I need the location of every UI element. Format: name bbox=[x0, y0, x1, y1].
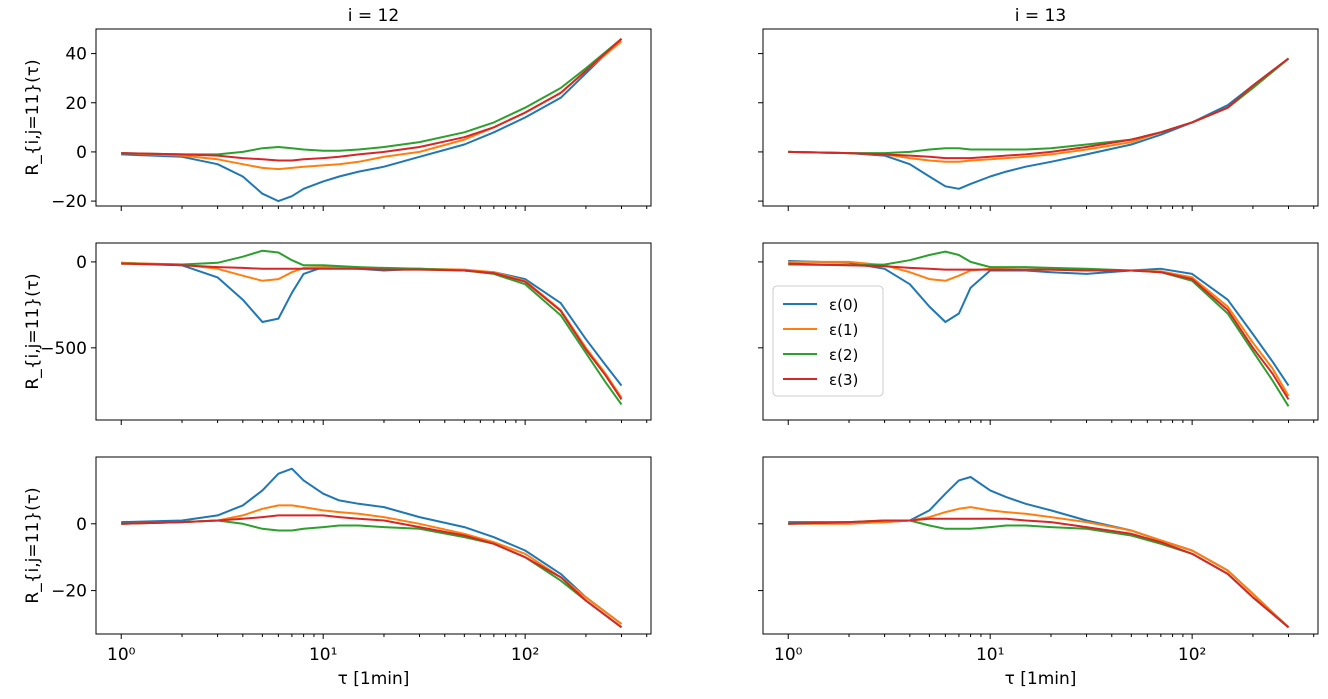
series-line-ε3 bbox=[788, 57, 1290, 160]
x-axis-label: τ [1min] bbox=[1005, 669, 1077, 689]
series-line-ε0 bbox=[788, 57, 1290, 190]
y-tick-label: −20 bbox=[51, 192, 87, 212]
series-line-ε1 bbox=[788, 506, 1290, 629]
legend-label: ε(0) bbox=[829, 296, 858, 314]
y-axis-label: R_{i,j=11}(τ) bbox=[23, 59, 43, 175]
y-tick-label: 0 bbox=[76, 253, 87, 273]
panel-i12-row1: −20 0 20 40 i = 12 R_{i,j=11}(τ) bbox=[23, 6, 652, 212]
y-tick-label: 40 bbox=[65, 45, 87, 65]
series-line-ε2 bbox=[121, 519, 623, 629]
series-line-ε1 bbox=[121, 261, 623, 399]
y-tick-label: −500 bbox=[40, 339, 87, 359]
series-line-ε3 bbox=[788, 262, 1290, 400]
y-axis-label: R_{i,j=11}(τ) bbox=[23, 273, 43, 389]
y-tick-label: 0 bbox=[76, 515, 87, 535]
series-line-ε0 bbox=[121, 38, 623, 203]
axes-frame bbox=[762, 28, 1319, 207]
x-tick-label: 10¹ bbox=[976, 645, 1004, 665]
series-line-ε0 bbox=[121, 467, 623, 625]
panel-title: i = 13 bbox=[1015, 6, 1066, 26]
y-tick-label: 20 bbox=[65, 94, 87, 114]
axes-frame bbox=[95, 456, 652, 635]
axes-frame bbox=[95, 28, 652, 207]
legend-label: ε(3) bbox=[829, 371, 858, 389]
x-axis-label: τ [1min] bbox=[338, 669, 410, 689]
axes-frame bbox=[95, 242, 652, 421]
x-tick-label: 10² bbox=[511, 645, 539, 665]
x-tick-label: 10² bbox=[1178, 645, 1206, 665]
x-tick-label: 10⁰ bbox=[774, 645, 803, 665]
series-line-ε2 bbox=[121, 249, 623, 406]
axes-frame bbox=[762, 456, 1319, 635]
series-line-ε2 bbox=[788, 519, 1290, 629]
series-line-ε2 bbox=[121, 38, 623, 156]
panel-i12-row3: 10⁰ 10¹ 10² 0 −20 τ [1min] R_{i,j=11}(τ) bbox=[23, 456, 652, 689]
legend-label: ε(1) bbox=[829, 321, 858, 339]
panel-i13-row1: i = 13 bbox=[758, 6, 1319, 211]
series-line-ε2 bbox=[788, 57, 1290, 155]
series-line-ε0 bbox=[121, 261, 623, 387]
y-axis-label: R_{i,j=11}(τ) bbox=[23, 487, 43, 603]
y-tick-label: 0 bbox=[76, 143, 87, 163]
series-line-ε3 bbox=[788, 517, 1290, 629]
panel-i13-row2: ε(0) ε(1) ε(2) ε(3) bbox=[758, 242, 1319, 425]
legend-box bbox=[772, 285, 884, 397]
series-line-ε2 bbox=[788, 250, 1290, 407]
series-line-ε0 bbox=[788, 476, 1290, 629]
series-line-ε3 bbox=[121, 262, 623, 400]
legend: ε(0) ε(1) ε(2) ε(3) bbox=[772, 285, 884, 397]
series-line-ε3 bbox=[121, 38, 623, 162]
panel-title: i = 12 bbox=[348, 6, 399, 26]
series-line-ε1 bbox=[121, 504, 623, 625]
legend-label: ε(2) bbox=[829, 346, 858, 364]
panel-i13-row3: 10⁰ 10¹ 10² τ [1min] bbox=[758, 456, 1319, 689]
x-tick-label: 10⁰ bbox=[107, 645, 136, 665]
series-line-ε1 bbox=[788, 57, 1290, 163]
axes-frame bbox=[762, 242, 1319, 421]
x-tick-label: 10¹ bbox=[309, 645, 337, 665]
y-tick-label: −20 bbox=[51, 582, 87, 602]
series-line-ε3 bbox=[121, 514, 623, 629]
